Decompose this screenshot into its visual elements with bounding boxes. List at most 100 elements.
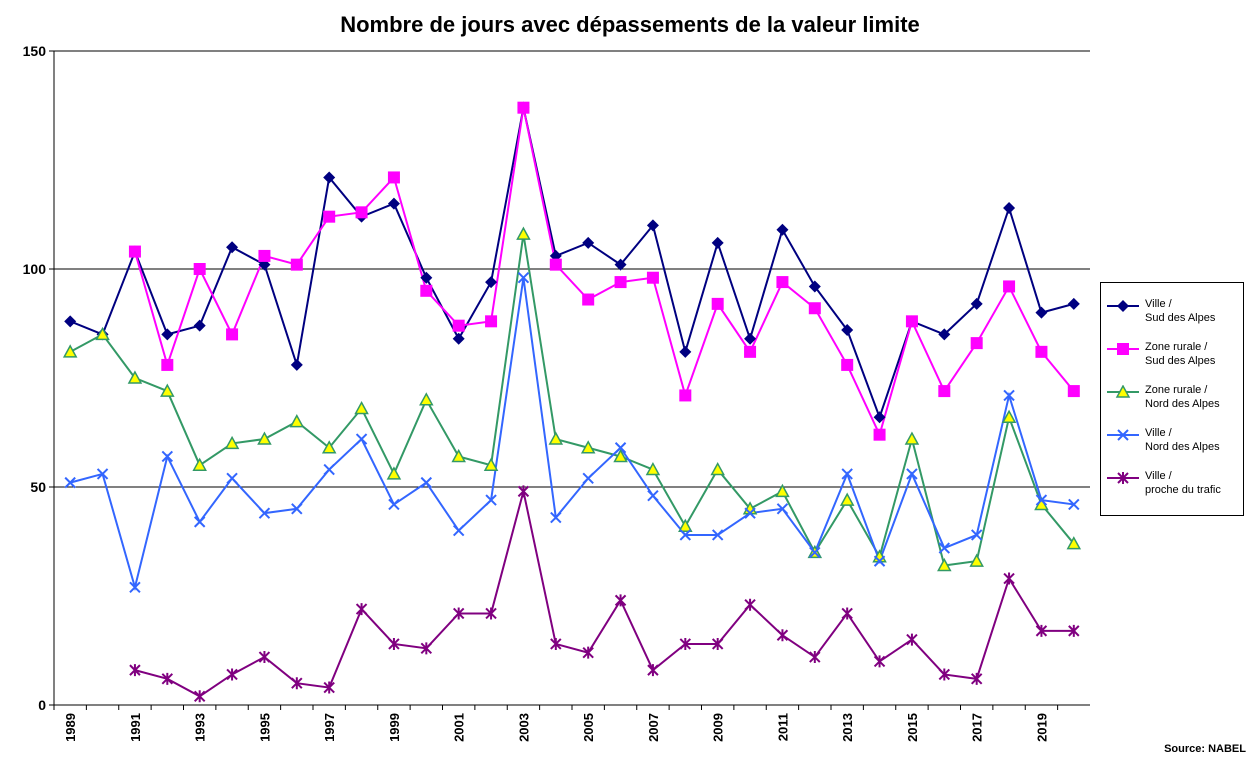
marker bbox=[420, 642, 433, 655]
marker bbox=[1117, 472, 1129, 484]
marker bbox=[711, 236, 724, 249]
marker bbox=[906, 633, 918, 646]
x-tick-label: 2011 bbox=[775, 713, 790, 741]
marker bbox=[776, 223, 789, 236]
marker bbox=[647, 490, 659, 502]
marker bbox=[388, 637, 400, 650]
marker bbox=[129, 664, 141, 677]
marker bbox=[873, 411, 886, 424]
marker bbox=[291, 503, 303, 515]
marker bbox=[387, 171, 400, 184]
marker bbox=[452, 524, 465, 537]
x-tick-label: 2013 bbox=[840, 713, 855, 742]
y-tick-label: 50 bbox=[30, 479, 46, 495]
marker bbox=[969, 553, 984, 567]
marker bbox=[904, 431, 920, 445]
marker bbox=[258, 507, 271, 519]
marker bbox=[776, 276, 789, 289]
marker bbox=[970, 337, 983, 350]
marker bbox=[776, 629, 789, 642]
chart-title: Nombre de jours avec dépassements de la … bbox=[340, 12, 920, 37]
marker bbox=[549, 258, 562, 271]
marker bbox=[839, 492, 855, 506]
marker bbox=[679, 345, 692, 358]
marker bbox=[873, 655, 886, 668]
marker bbox=[938, 328, 951, 341]
marker bbox=[550, 637, 562, 650]
marker bbox=[128, 245, 141, 258]
legend-item: Ville / Sud des Alpes bbox=[1105, 298, 1239, 342]
marker bbox=[64, 476, 76, 489]
marker bbox=[226, 328, 239, 341]
marker bbox=[517, 485, 530, 498]
marker bbox=[193, 263, 206, 275]
marker bbox=[193, 690, 206, 703]
marker bbox=[744, 332, 757, 345]
legend-item: Ville / Nord des Alpes bbox=[1105, 427, 1239, 471]
marker bbox=[645, 461, 661, 476]
marker bbox=[485, 607, 497, 620]
legend-swatch bbox=[1107, 472, 1139, 484]
marker bbox=[161, 328, 174, 341]
marker bbox=[647, 664, 659, 677]
marker bbox=[744, 345, 757, 358]
marker bbox=[226, 472, 238, 484]
marker bbox=[711, 637, 724, 650]
marker bbox=[905, 315, 918, 328]
marker bbox=[321, 440, 337, 454]
marker bbox=[1115, 385, 1131, 398]
marker bbox=[224, 435, 240, 450]
marker bbox=[970, 297, 983, 310]
marker bbox=[582, 646, 594, 659]
marker bbox=[937, 557, 952, 572]
marker bbox=[96, 468, 109, 480]
marker bbox=[613, 448, 628, 463]
marker bbox=[387, 197, 400, 210]
legend-label: Ville / Sud des Alpes bbox=[1145, 298, 1216, 324]
marker bbox=[809, 651, 821, 664]
marker bbox=[646, 271, 659, 284]
marker bbox=[582, 236, 595, 249]
marker bbox=[744, 507, 756, 519]
marker bbox=[970, 672, 983, 685]
marker bbox=[938, 668, 951, 681]
marker bbox=[873, 428, 886, 441]
x-tick-label: 2005 bbox=[581, 713, 596, 742]
marker bbox=[1066, 536, 1082, 550]
legend-item: Ville / proche du trafic bbox=[1105, 470, 1239, 514]
x-tick-label: 1999 bbox=[387, 713, 402, 742]
marker bbox=[420, 271, 433, 284]
marker bbox=[161, 672, 174, 685]
marker bbox=[483, 457, 499, 471]
marker bbox=[841, 468, 853, 480]
marker bbox=[355, 206, 368, 219]
marker bbox=[710, 461, 725, 476]
marker bbox=[127, 370, 143, 384]
legend-label: Zone rurale / Sud des Alpes bbox=[1145, 341, 1216, 367]
marker bbox=[1117, 429, 1129, 441]
marker bbox=[548, 431, 564, 445]
marker bbox=[873, 555, 886, 567]
marker bbox=[290, 258, 303, 271]
marker bbox=[258, 249, 271, 262]
x-tick-label: 2015 bbox=[905, 713, 920, 742]
series-line bbox=[69, 107, 1075, 421]
marker bbox=[906, 468, 918, 480]
marker bbox=[938, 385, 951, 398]
marker bbox=[808, 302, 821, 315]
marker bbox=[614, 276, 627, 289]
marker bbox=[744, 598, 756, 611]
marker bbox=[64, 315, 77, 328]
marker bbox=[355, 433, 368, 445]
marker bbox=[226, 241, 239, 254]
marker bbox=[580, 440, 596, 454]
marker bbox=[452, 332, 465, 345]
x-tick-label: 2009 bbox=[711, 713, 726, 742]
marker bbox=[678, 518, 693, 532]
marker bbox=[452, 319, 465, 332]
x-tick-label: 2017 bbox=[970, 713, 985, 742]
marker bbox=[354, 400, 369, 415]
y-tick-label: 0 bbox=[38, 697, 46, 713]
marker bbox=[323, 681, 335, 694]
